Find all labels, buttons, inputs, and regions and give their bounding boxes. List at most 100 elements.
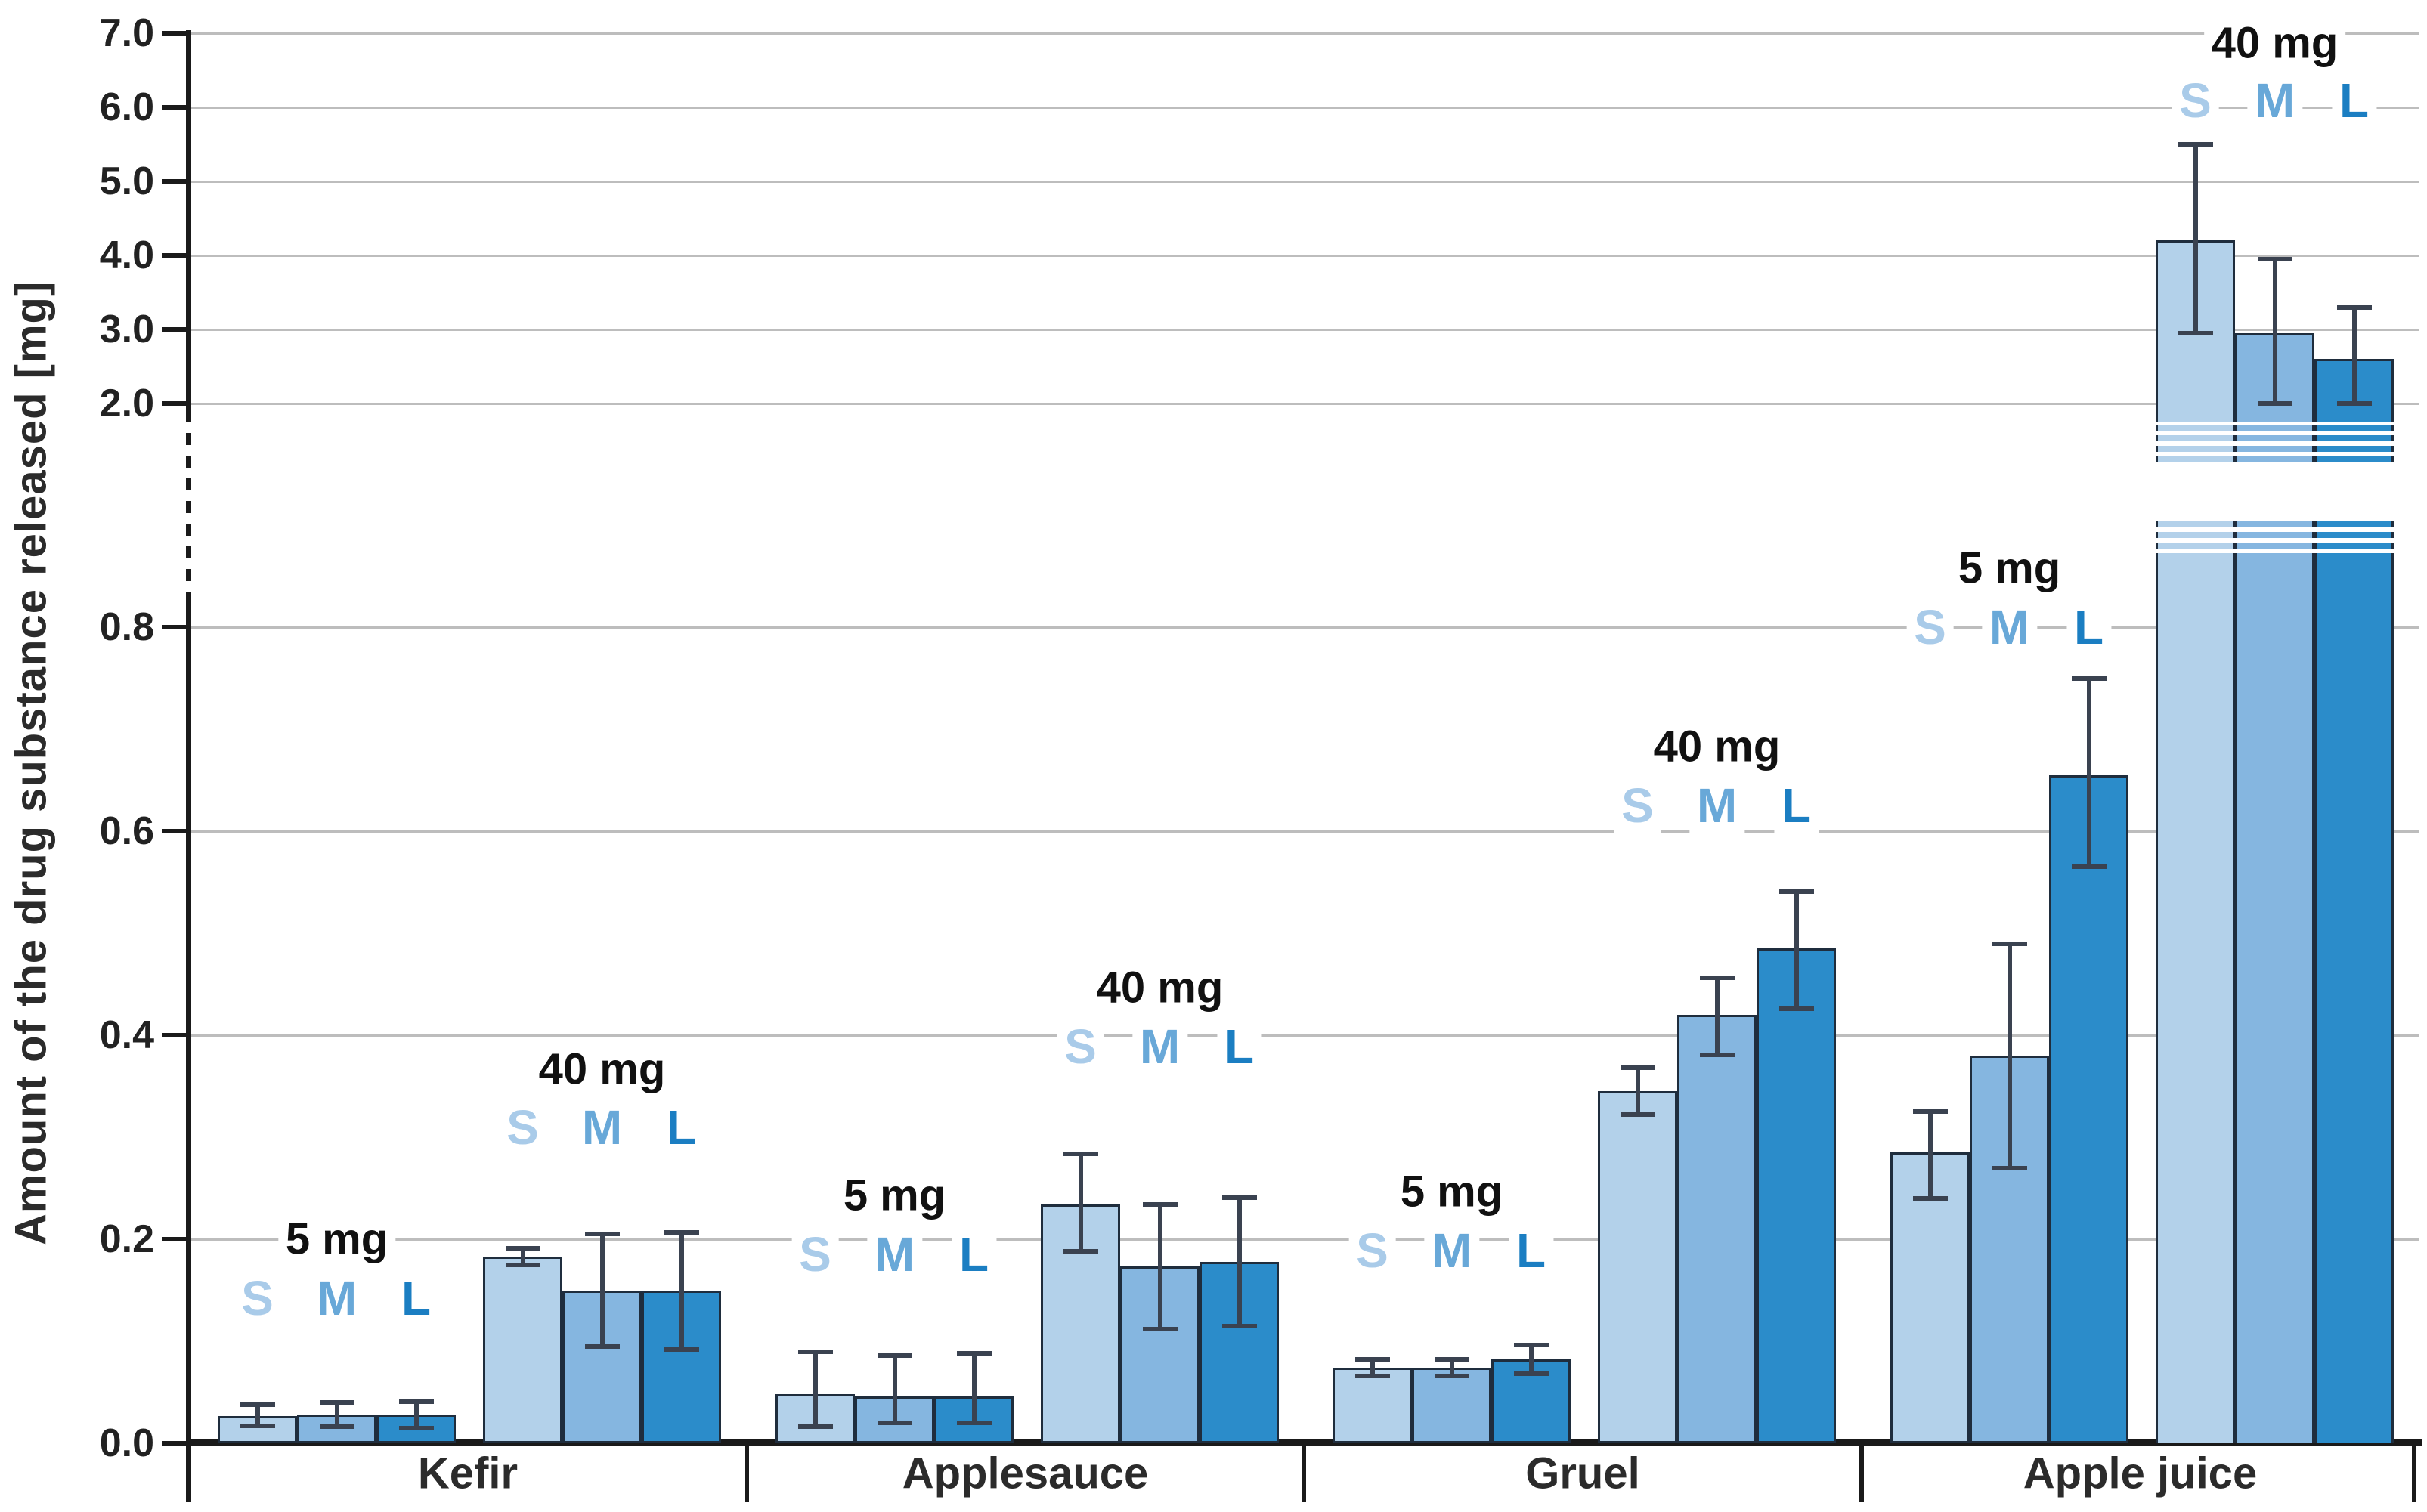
bar-break-stripe bbox=[2235, 521, 2314, 527]
gridline bbox=[189, 329, 2419, 331]
dose-label: 40 mg bbox=[2203, 16, 2346, 70]
error-bar bbox=[255, 1404, 260, 1427]
error-bar-cap bbox=[319, 1424, 354, 1430]
error-bar-cap bbox=[664, 1347, 699, 1352]
y-tick bbox=[162, 179, 189, 184]
size-letter-label: S bbox=[1906, 599, 1954, 655]
category-divider bbox=[745, 1439, 749, 1502]
error-bar-cap bbox=[240, 1402, 275, 1407]
y-tick-label: 0.4 bbox=[99, 1013, 154, 1057]
error-bar bbox=[599, 1234, 605, 1347]
error-bar-cap bbox=[505, 1262, 540, 1267]
error-bar bbox=[1078, 1153, 1083, 1252]
bar-break-stripe bbox=[2314, 446, 2394, 452]
size-letter-label: L bbox=[2066, 599, 2112, 655]
size-letter-label: S bbox=[499, 1099, 546, 1155]
bar-apple-juice-40mg-l-continuation bbox=[2314, 559, 2394, 1443]
size-letter-label: M bbox=[1423, 1223, 1480, 1279]
error-bar-cap bbox=[2336, 305, 2372, 310]
bar-break-stripe bbox=[2156, 425, 2235, 431]
bar-apple-juice-40mg-m-continuation bbox=[2235, 559, 2314, 1443]
bar-break-stripe bbox=[2156, 543, 2235, 549]
gridline bbox=[189, 255, 2419, 257]
bar-break-stripe bbox=[2156, 532, 2235, 538]
y-tick bbox=[162, 327, 189, 332]
error-bar bbox=[679, 1232, 684, 1350]
error-bar bbox=[520, 1248, 525, 1265]
error-bar bbox=[813, 1351, 818, 1427]
error-bar-cap bbox=[1142, 1326, 1178, 1331]
y-tick-label: 0.2 bbox=[99, 1217, 154, 1261]
error-bar-cap bbox=[2257, 401, 2292, 406]
error-bar-cap bbox=[1992, 941, 2027, 946]
category-divider bbox=[187, 1439, 191, 1502]
dose-label: 40 mg bbox=[1645, 719, 1788, 774]
bar-break-stripe bbox=[2314, 425, 2394, 431]
size-letter-label: L bbox=[1216, 1019, 1262, 1074]
y-tick bbox=[162, 829, 189, 833]
error-bar-cap bbox=[664, 1229, 699, 1235]
gridline bbox=[189, 403, 2419, 405]
y-tick-label: 2.0 bbox=[99, 382, 154, 425]
bar-break-stripe bbox=[2156, 456, 2235, 462]
bar-break-stripe bbox=[2235, 532, 2314, 538]
gridline bbox=[189, 32, 2419, 35]
error-bar bbox=[1237, 1197, 1242, 1326]
category-label: Applesauce bbox=[902, 1449, 1149, 1498]
bar-break-stripe bbox=[2235, 425, 2314, 431]
error-bar-cap bbox=[1434, 1373, 1469, 1378]
error-bar-cap bbox=[1699, 1052, 1735, 1057]
dose-label: 5 mg bbox=[1950, 541, 2069, 595]
y-tick-label: 4.0 bbox=[99, 233, 154, 277]
y-tick bbox=[162, 1237, 189, 1241]
category-label: Apple juice bbox=[2023, 1449, 2258, 1498]
error-bar-cap bbox=[1513, 1371, 1549, 1377]
bar-break-stripe bbox=[2314, 521, 2394, 527]
y-tick-label: 0.8 bbox=[99, 605, 154, 649]
category-divider bbox=[1302, 1439, 1306, 1502]
error-bar-cap bbox=[319, 1400, 354, 1405]
bar-apple-juice-5mg-l bbox=[2049, 775, 2128, 1443]
y-tick bbox=[162, 625, 189, 629]
error-bar-cap bbox=[240, 1424, 275, 1429]
error-bar-cap bbox=[2336, 401, 2372, 406]
bar-break-stripe bbox=[2156, 446, 2235, 452]
error-bar bbox=[413, 1401, 419, 1428]
bar-break-stripe bbox=[2156, 435, 2235, 441]
error-bar-cap bbox=[584, 1232, 620, 1237]
gridline bbox=[189, 181, 2419, 183]
error-bar-cap bbox=[1699, 976, 1735, 981]
error-bar-cap bbox=[1354, 1357, 1390, 1362]
dose-label: 40 mg bbox=[531, 1042, 673, 1096]
size-letter-label: L bbox=[658, 1099, 704, 1155]
bar-gruel-40mg-m bbox=[1677, 1015, 1757, 1443]
gridline bbox=[189, 1238, 2419, 1241]
size-letter-label: M bbox=[1689, 778, 1745, 833]
error-bar-cap bbox=[1912, 1196, 1948, 1201]
y-tick bbox=[162, 401, 189, 406]
error-bar bbox=[1635, 1068, 1640, 1115]
dose-label: 5 mg bbox=[1392, 1164, 1511, 1219]
error-bar bbox=[2086, 678, 2091, 867]
y-tick-label: 7.0 bbox=[99, 11, 154, 55]
error-bar bbox=[2272, 258, 2277, 404]
size-letter-label: M bbox=[308, 1270, 365, 1326]
bar-kefir-5mg-s bbox=[218, 1415, 297, 1443]
bar-gruel-5mg-m bbox=[1412, 1368, 1491, 1443]
error-bar-cap bbox=[398, 1425, 434, 1430]
y-tick bbox=[162, 1033, 189, 1037]
gridline bbox=[189, 626, 2419, 629]
error-bar-cap bbox=[1221, 1195, 1257, 1200]
size-letter-label: L bbox=[1508, 1223, 1554, 1279]
y-tick-label: 0.6 bbox=[99, 809, 154, 853]
error-bar-cap bbox=[1063, 1151, 1098, 1156]
error-bar bbox=[2193, 144, 2198, 333]
category-divider bbox=[1859, 1439, 1864, 1502]
bar-gruel-5mg-s bbox=[1333, 1368, 1412, 1443]
error-bar-cap bbox=[2071, 676, 2107, 681]
bar-break-stripe bbox=[2314, 456, 2394, 462]
y-tick-label: 3.0 bbox=[99, 308, 154, 351]
size-letter-label: M bbox=[2246, 73, 2303, 128]
y-axis-break-dashed bbox=[186, 410, 191, 604]
bar-break-stripe bbox=[2156, 521, 2235, 527]
